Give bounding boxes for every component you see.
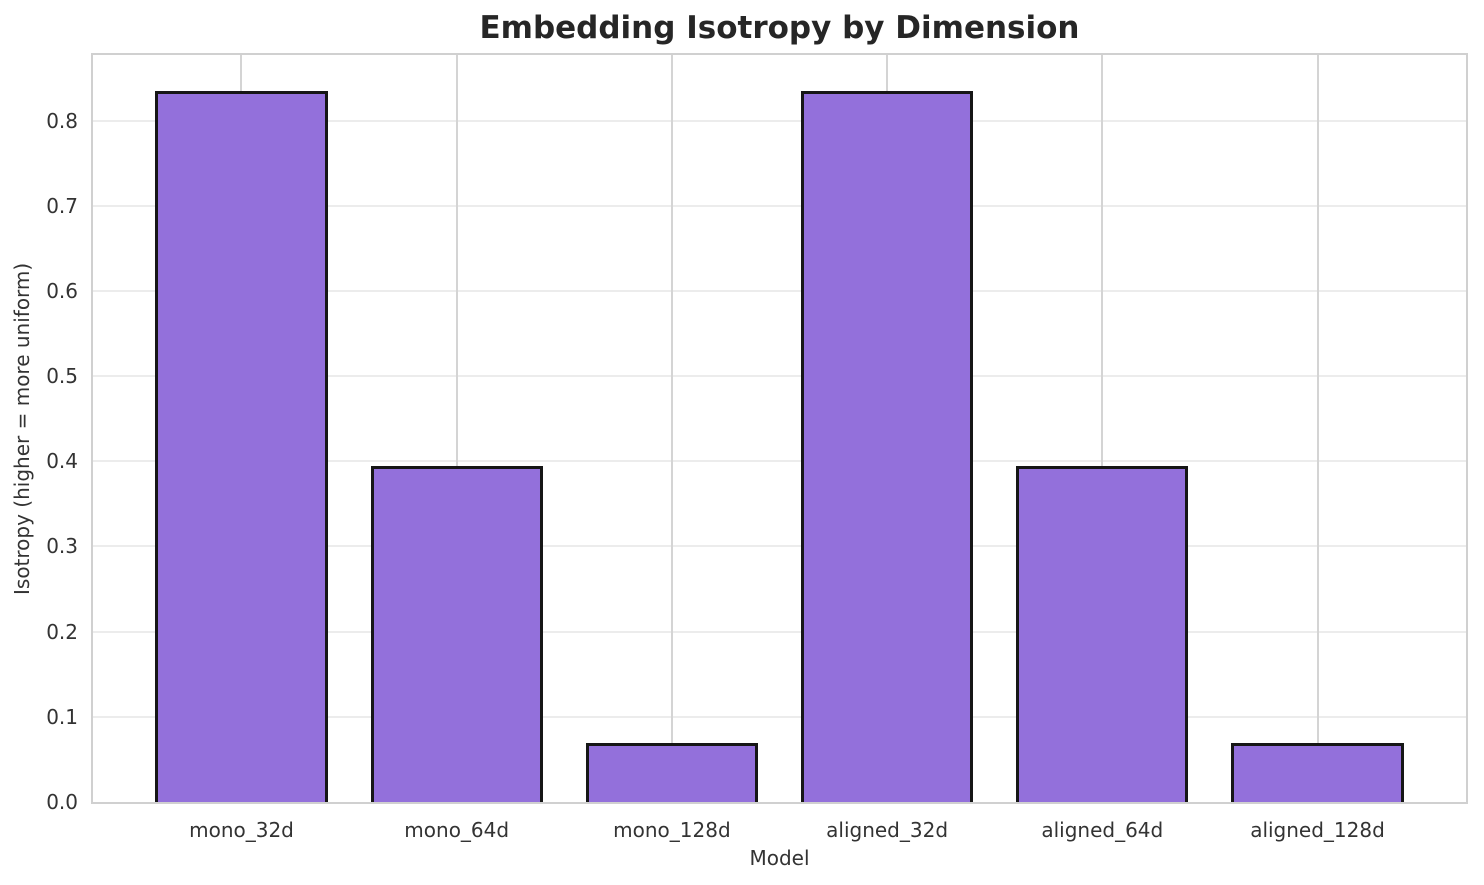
y-tick-label: 0.4 xyxy=(46,449,78,474)
y-tick-label: 0.8 xyxy=(46,108,78,133)
y-gridline xyxy=(93,460,1466,463)
y-gridline xyxy=(93,289,1466,292)
y-gridline xyxy=(93,375,1466,378)
y-tick-label: 0.1 xyxy=(46,704,78,729)
bar-aligned_128d xyxy=(1231,743,1404,802)
bar-mono_128d xyxy=(585,743,758,802)
y-tick-label: 0.0 xyxy=(46,790,78,814)
y-gridline xyxy=(93,545,1466,548)
x-tick-label-aligned_64d: aligned_64d xyxy=(1041,818,1164,842)
bar-aligned_64d xyxy=(1016,465,1189,802)
x-tick-label-mono_64d: mono_64d xyxy=(404,818,510,842)
plot-area xyxy=(91,53,1468,804)
bar-mono_32d xyxy=(155,90,328,802)
y-axis-label: Isotropy (higher = more uniform) xyxy=(10,262,34,595)
y-tick-label: 0.6 xyxy=(46,278,78,303)
y-tick-label: 0.5 xyxy=(46,364,78,389)
bar-mono_64d xyxy=(370,465,543,802)
x-gridline xyxy=(670,55,673,802)
y-gridline xyxy=(93,715,1466,718)
bar-aligned_32d xyxy=(801,90,974,802)
y-gridline xyxy=(93,119,1466,122)
x-tick-label-mono_128d: mono_128d xyxy=(613,818,731,842)
x-gridline xyxy=(1316,55,1319,802)
y-gridline xyxy=(93,204,1466,207)
x-gridline xyxy=(455,55,458,802)
x-tick-label-mono_32d: mono_32d xyxy=(189,818,294,842)
x-gridline xyxy=(1101,55,1104,802)
y-gridline xyxy=(93,630,1466,633)
y-tick-label: 0.7 xyxy=(46,193,78,218)
y-tick-label: 0.2 xyxy=(46,619,78,644)
y-tick-label: 0.3 xyxy=(46,534,78,559)
chart-title: Embedding Isotropy by Dimension xyxy=(479,10,1080,46)
x-axis-label: Model xyxy=(749,846,810,870)
x-tick-label-aligned_32d: aligned_32d xyxy=(826,818,949,842)
x-tick-label-aligned_128d: aligned_128d xyxy=(1250,818,1385,842)
